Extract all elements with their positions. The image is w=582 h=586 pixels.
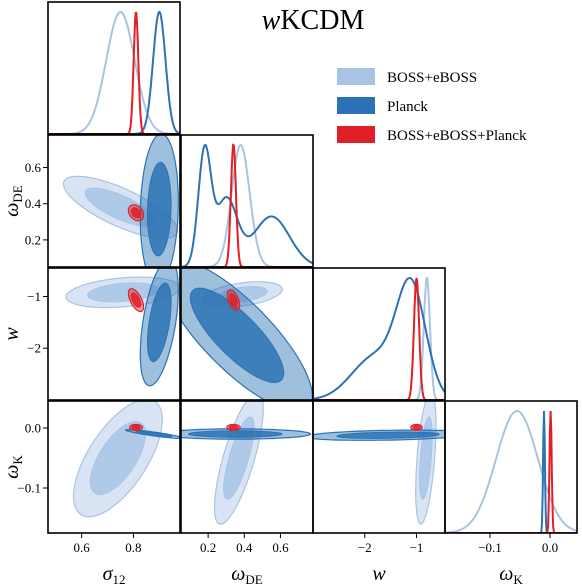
x-tick-label-omega_DE: 0.6 — [272, 540, 289, 555]
y-tick-label-omega_DE: 0.4 — [25, 196, 42, 211]
y-tick-label-omega_K: 0.0 — [25, 421, 41, 436]
y-tick-label-w: −1 — [27, 289, 41, 304]
panel-omega_K-omega_K — [444, 400, 578, 534]
panel-omega_DE-omega_K — [180, 400, 314, 534]
contour-68-omega_DE-w-combined — [229, 293, 238, 307]
x-tick-label-sigma_12: 0.6 — [74, 540, 91, 555]
contour-68-sigma_12-omega_DE-planck — [147, 161, 172, 257]
x-tick-label-omega_DE: 0.2 — [200, 540, 216, 555]
x-axis-label-omega_K: ωK — [499, 563, 523, 586]
y-tick-label-omega_DE: 0.2 — [25, 232, 41, 247]
panel-omega_DE-omega_DE — [180, 134, 314, 268]
x-tick-label-w: −2 — [358, 540, 372, 555]
y-tick-label-omega_K: −0.1 — [17, 481, 41, 496]
contour-68-sigma_12-w-combined — [130, 292, 142, 308]
contour-68-sigma_12-omega_K-planck — [135, 430, 173, 438]
contour-68-sigma_12-omega_K-combined — [131, 425, 141, 430]
panel-frame — [47, 134, 181, 268]
contour-68-w-omega_K-boss — [419, 416, 433, 500]
contour-68-sigma_12-omega_K-boss — [89, 420, 146, 496]
legend: BOSS+eBOSS Planck BOSS+eBOSS+Planck — [337, 68, 527, 144]
x-tick-label-omega_K: 0.0 — [542, 540, 558, 555]
panel-frame — [47, 1, 181, 135]
x-axis-label-sigma_12: σ12 — [103, 563, 126, 586]
panel-sigma_12-sigma_12 — [47, 1, 181, 135]
x-tick-label-omega_DE: 0.4 — [236, 540, 253, 555]
x-axis-label-w: w — [372, 563, 386, 585]
panel-sigma_12-omega_K — [47, 400, 181, 534]
marginal-w-boss — [313, 276, 445, 400]
legend-label: BOSS+eBOSS+Planck — [387, 128, 527, 144]
marginal-omega_K-boss — [445, 410, 577, 533]
chart-title: wKCDM — [262, 5, 365, 36]
y-axis-label-omega_DE: ωDE — [1, 185, 25, 217]
x-axis-label-omega_DE: ωDE — [231, 563, 263, 586]
contour-68-sigma_12-w-planck — [147, 282, 172, 363]
y-axis-label-w: w — [1, 327, 23, 341]
legend-label: Planck — [387, 99, 428, 115]
marginal-sigma_12-combined — [48, 11, 180, 134]
x-tick-label-sigma_12: 0.8 — [125, 540, 141, 555]
y-tick-label-w: −2 — [27, 341, 41, 356]
panel-sigma_12-omega_DE — [47, 134, 181, 268]
marginal-w-planck — [313, 277, 445, 400]
legend-label: BOSS+eBOSS — [387, 70, 477, 86]
marginal-omega_DE-planck — [181, 143, 313, 267]
panel-w-w — [312, 267, 446, 401]
contour-68-omega_DE-w-planck — [189, 287, 285, 384]
contour-68-w-omega_K-combined — [412, 425, 421, 430]
legend-swatch — [337, 97, 375, 114]
chart-title-rest: KCDM — [280, 5, 364, 36]
marginal-omega_DE-boss — [181, 143, 313, 267]
panel-frame — [47, 400, 181, 534]
panel-frame — [444, 400, 578, 534]
contour-68-w-omega_K-planck — [336, 431, 440, 439]
marginal-w-combined — [313, 277, 445, 400]
contour-68-omega_DE-omega_K-combined — [228, 425, 239, 430]
y-axis-label-omega_K: ωK — [1, 455, 25, 479]
x-tick-label-w: −1 — [410, 540, 424, 555]
panel-frame — [47, 267, 181, 401]
marginal-sigma_12-planck — [48, 10, 180, 134]
marginal-sigma_12-boss — [48, 10, 180, 134]
contour-68-omega_DE-omega_K-planck — [187, 430, 283, 438]
contour-68-sigma_12-omega_DE-combined — [130, 207, 142, 219]
legend-swatch — [337, 126, 375, 143]
legend-swatch — [337, 68, 375, 85]
x-tick-label-omega_K: −0.1 — [478, 540, 502, 555]
panel-sigma_12-w — [47, 267, 181, 401]
panel-omega_DE-w — [180, 267, 314, 401]
y-tick-label-omega_DE: 0.6 — [25, 160, 42, 175]
panel-frame — [180, 134, 314, 268]
panel-frame — [312, 267, 446, 401]
chart-title-italic: w — [262, 5, 281, 36]
